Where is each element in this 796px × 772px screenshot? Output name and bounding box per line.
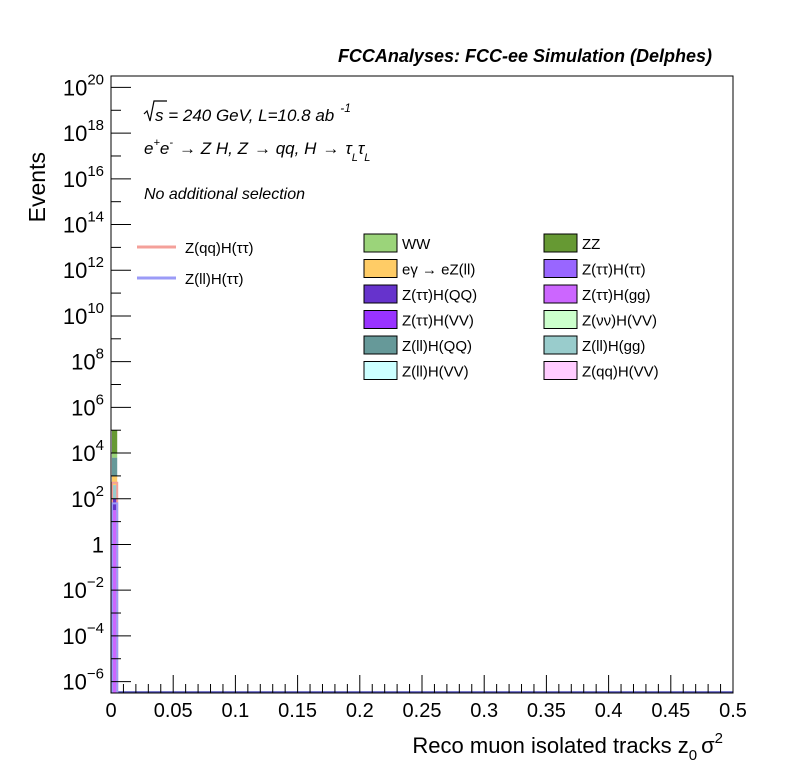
bar-segment xyxy=(112,430,118,454)
signal-lines xyxy=(111,481,119,693)
x-tick-label: 0.45 xyxy=(651,700,690,722)
bar-segment xyxy=(112,453,118,458)
process-annotation: e+e- → Z H, Z → qq, H → τLτL xyxy=(144,137,370,164)
legend-swatch xyxy=(363,284,398,304)
x-axis-label: Reco muon isolated tracks z0 σ2 xyxy=(412,730,723,764)
legend-label: ZZ xyxy=(582,236,600,253)
x-tick-label: 0.3 xyxy=(470,700,498,722)
bar-segment xyxy=(112,457,118,476)
x-tick-label: 0 xyxy=(105,700,116,722)
y-axis-label: Events xyxy=(24,152,50,222)
legend-label: Z(νν)H(VV) xyxy=(582,313,657,330)
bar-segment xyxy=(112,485,118,499)
y-tick-label: 1018 xyxy=(63,117,104,146)
sqrt-sign xyxy=(143,100,167,122)
legend-label: Z(qq)H(VV) xyxy=(582,364,659,381)
y-tick-label: 1014 xyxy=(63,209,104,238)
stack-bars xyxy=(112,430,733,693)
legend-label: Z(ll)H(gg) xyxy=(582,338,645,355)
y-tick-label: 104 xyxy=(71,437,104,466)
x-tick-label: 0.5 xyxy=(719,700,747,722)
y-tick-label: 106 xyxy=(71,391,104,420)
legend-swatch xyxy=(543,259,578,278)
svg-text:s = 240 GeV, L=10.8 ab-1: s = 240 GeV, L=10.8 ab -1 xyxy=(155,101,351,125)
legend-swatch xyxy=(543,361,578,380)
energy-annotation: s = 240 GeV, L=10.8 ab -1 xyxy=(143,100,351,125)
legend: Z(qq)H(ττ) Z(ll)H(ττ) WW ZZ eγ → eZ(ll) Z(ττ)… xyxy=(137,233,659,381)
legend-label: Z(ll)H(ττ) xyxy=(185,271,244,288)
x-tick-label: 0.4 xyxy=(595,700,623,722)
legend-swatch xyxy=(363,233,398,253)
x-tick-label: 0.2 xyxy=(346,700,374,722)
legend-label: Z(ll)H(QQ) xyxy=(402,338,472,355)
legend-swatch xyxy=(543,335,578,355)
bar-segment xyxy=(112,498,118,511)
legend-label: Z(ττ)H(VV) xyxy=(402,313,474,330)
legend-label: Z(ll)H(VV) xyxy=(402,364,469,381)
x-tick-label: 0.15 xyxy=(278,700,317,722)
bar-segment xyxy=(112,510,118,693)
legend-swatch xyxy=(363,310,398,329)
legend-label: WW xyxy=(402,236,431,253)
plot-frame xyxy=(110,75,734,694)
legend-label: eγ → eZ(ll) xyxy=(402,262,475,279)
legend-label: Z(ττ)H(gg) xyxy=(582,287,651,304)
y-ticks: 1020 1018 1016 1014 1012 1010 108 106 104 102 1 10−… xyxy=(62,71,131,695)
selection-annotation: No additional selection xyxy=(144,186,305,203)
legend-label: Z(ττ)H(QQ) xyxy=(402,287,477,304)
y-tick-label: 1016 xyxy=(63,163,104,192)
y-tick-label: 1 xyxy=(92,532,104,557)
legend-label: Z(ττ)H(ττ) xyxy=(582,262,646,279)
y-tick-label: 1010 xyxy=(63,300,104,329)
y-tick-label: 102 xyxy=(71,483,104,512)
legend-swatch xyxy=(363,361,398,380)
y-tick-label: 10−4 xyxy=(62,620,104,649)
y-tick-label: 10−2 xyxy=(62,574,104,603)
y-tick-label: 10−6 xyxy=(62,666,104,695)
legend-swatch xyxy=(543,310,578,329)
legend-swatch xyxy=(363,259,398,278)
x-tick-label: 0.05 xyxy=(154,700,193,722)
y-tick-label: 1020 xyxy=(63,71,104,100)
legend-label: Z(qq)H(ττ) xyxy=(185,240,254,257)
legend-swatch xyxy=(543,284,578,304)
signal-step-line xyxy=(111,502,119,693)
chart-title: FCCAnalyses: FCC-ee Simulation (Delphes) xyxy=(338,46,712,66)
x-ticks: 0 0.05 0.1 0.15 0.2 0.25 0.3 0.35 0.4 0.45 0.5 xyxy=(105,675,747,722)
y-tick-label: 1012 xyxy=(63,254,104,283)
x-tick-label: 0.25 xyxy=(403,700,442,722)
y-tick-label: 108 xyxy=(71,346,104,375)
x-tick-label: 0.1 xyxy=(221,700,249,722)
bar-segment xyxy=(112,475,118,486)
x-tick-label: 0.35 xyxy=(527,700,566,722)
legend-swatch xyxy=(363,335,398,355)
legend-swatch xyxy=(543,233,578,253)
